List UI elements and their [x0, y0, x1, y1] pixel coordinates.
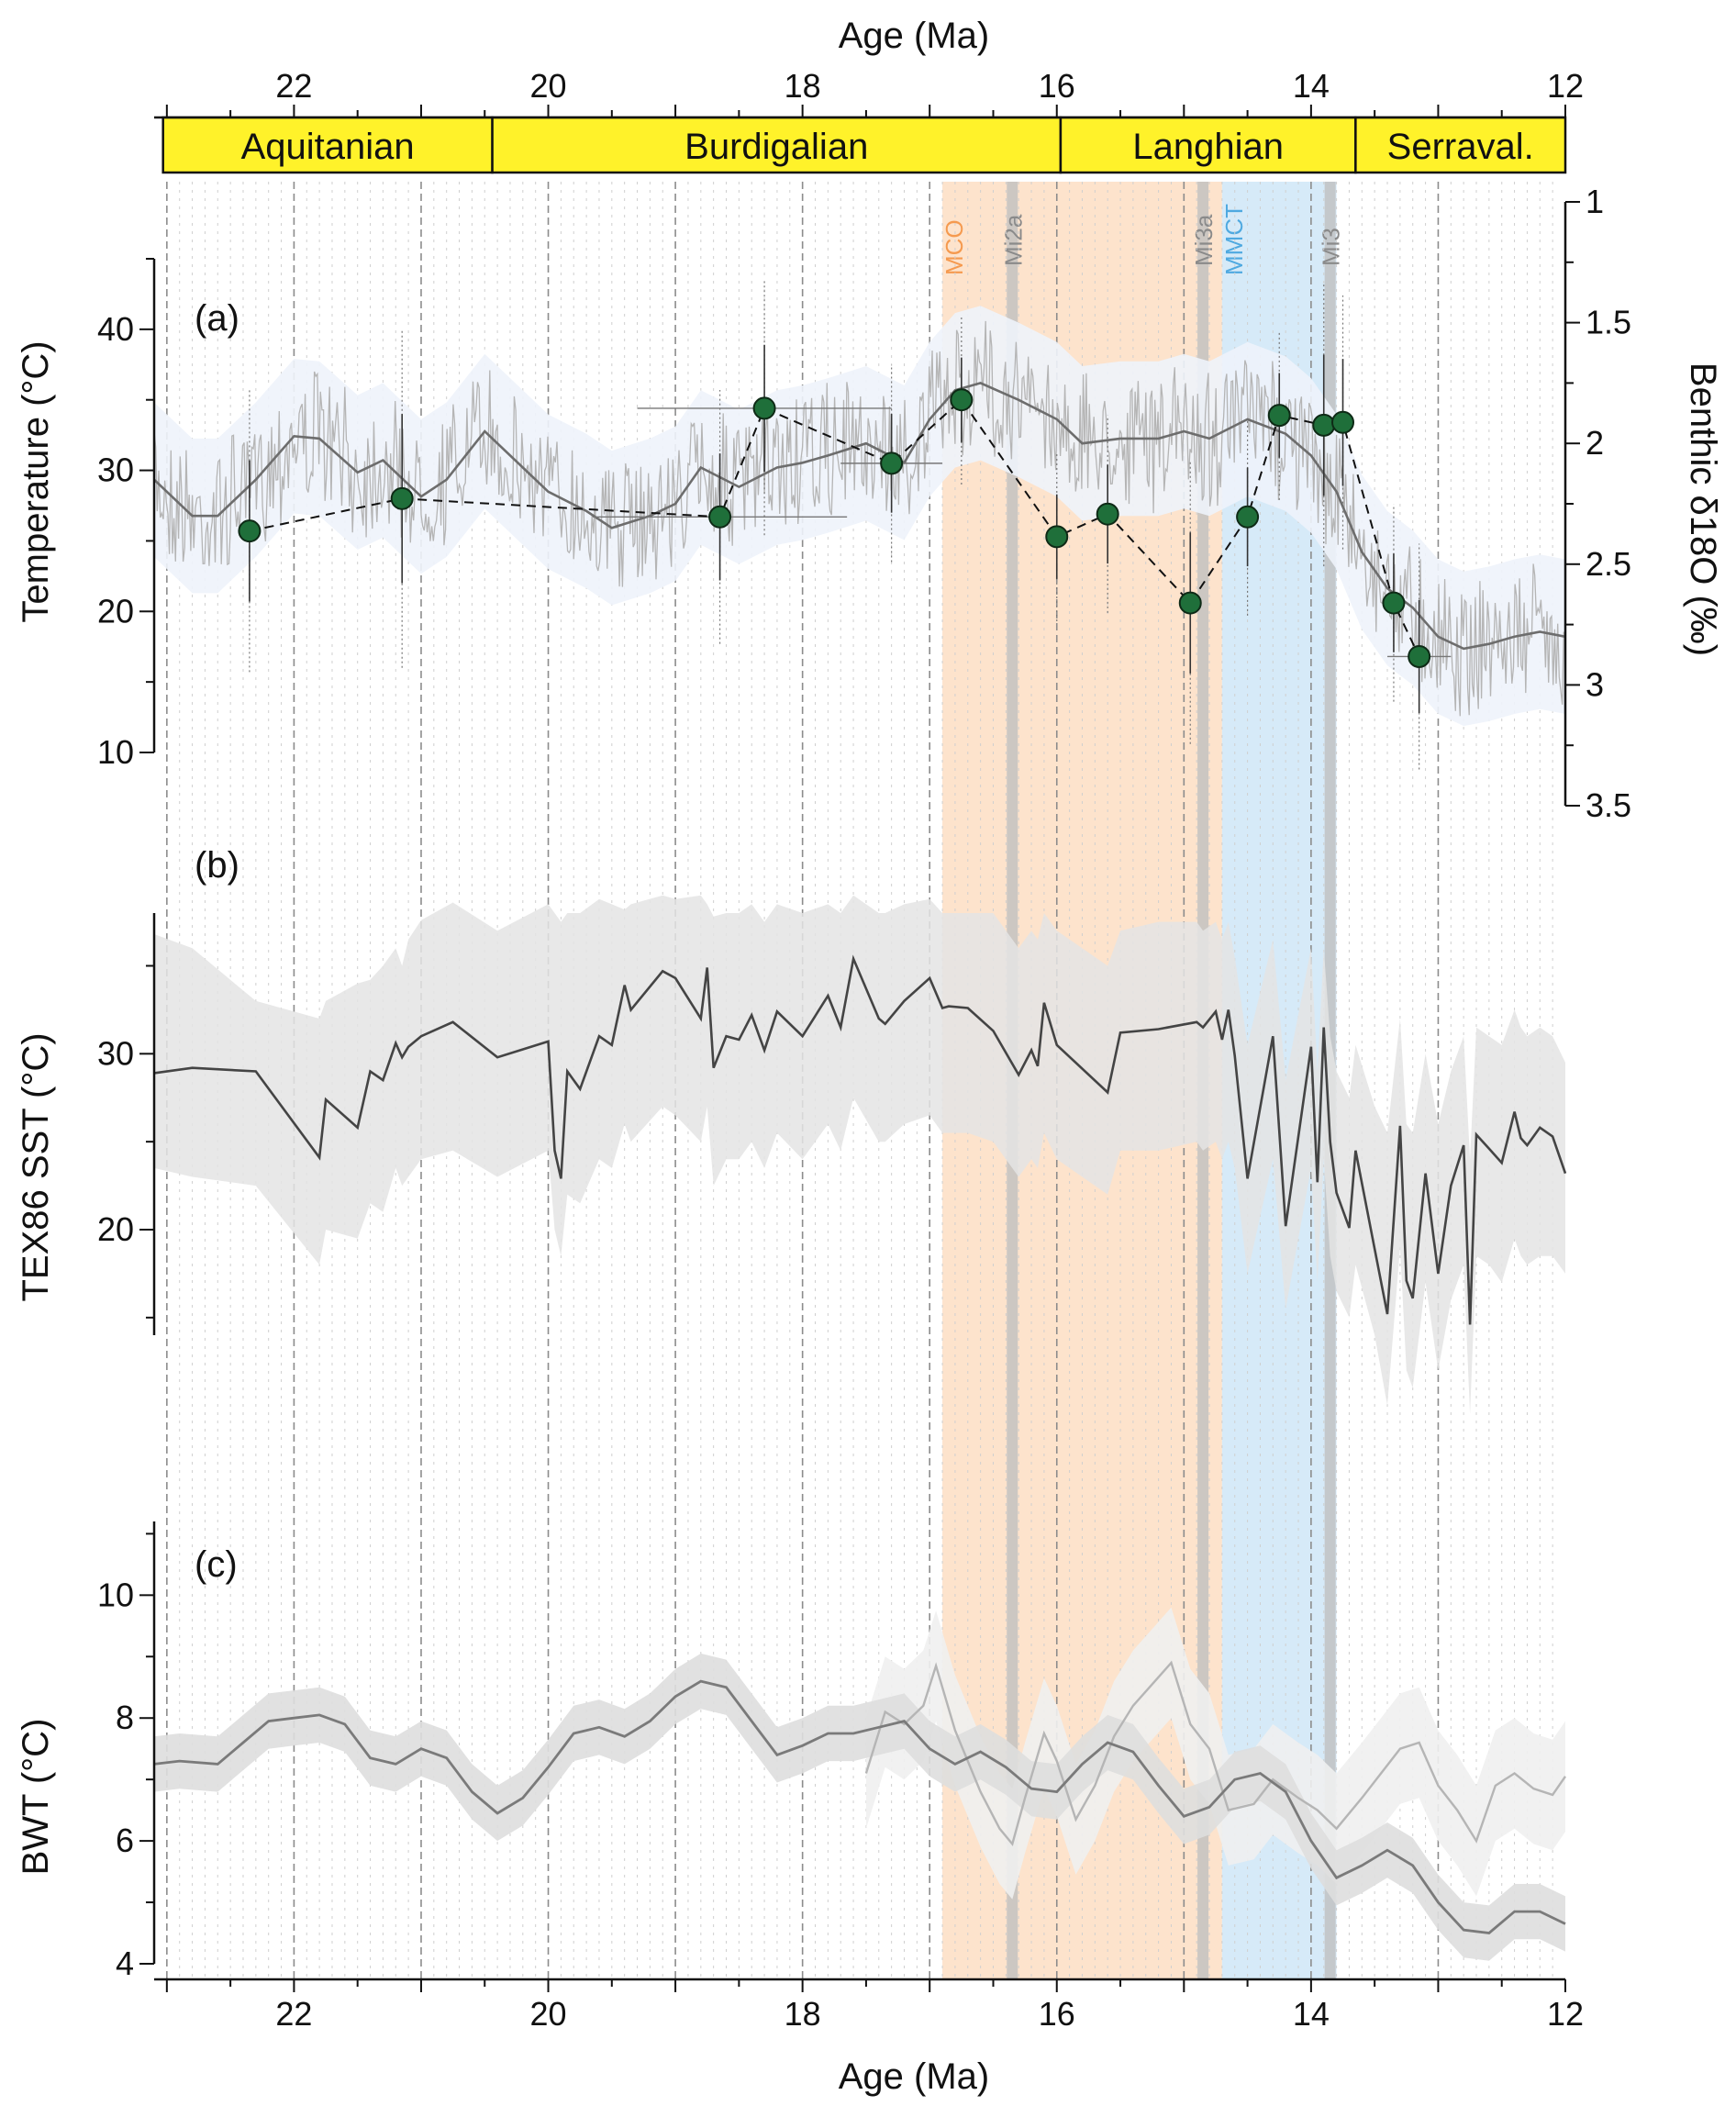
stage-box-3 [1354, 116, 1567, 174]
bottom-axis-tick-label: 20 [530, 1995, 567, 2033]
top-axis-title: Age (Ma) [839, 16, 990, 56]
panel-b-left-tick-label: 30 [97, 1034, 134, 1072]
event-label-mi3a: Mi3a [1190, 214, 1218, 266]
stage-label: Serraval. [1387, 127, 1534, 167]
tex86-point [1045, 525, 1069, 549]
axes-layer: Aquitanian Burdigalian Langhian Serraval.22… [97, 67, 1631, 2033]
tex86-point [1236, 505, 1260, 529]
top-axis-tick-label: 16 [1039, 67, 1075, 105]
bottom-axis-tick-label: 16 [1039, 1995, 1075, 2033]
tex86-point [708, 505, 732, 529]
stage-box-0 [161, 116, 494, 174]
top-axis-tick-label: 14 [1293, 67, 1330, 105]
tex86-point [1178, 591, 1202, 615]
bwt-light-line [864, 1660, 1566, 1847]
panel-b-left-tick-label: 20 [97, 1210, 134, 1248]
panel-c-ylabel: BWT (°C) [16, 1719, 56, 1876]
stage-label: Langhian [1132, 127, 1284, 167]
panel-a-right-tick-label: 3 [1586, 665, 1604, 703]
panel-c-left-tick-label: 10 [97, 1576, 134, 1613]
top-axis-tick-label: 12 [1547, 67, 1584, 105]
tex86-point [950, 388, 974, 412]
top-axis-tick-label: 20 [530, 67, 567, 105]
panel-a-ylabel: Temperature (°C) [16, 340, 56, 622]
interval-label-mmct: MMCT [1220, 204, 1248, 275]
bwt-dark-line [153, 1679, 1566, 1934]
stage-box-1 [491, 116, 1063, 174]
data-layer [153, 281, 1567, 1961]
bottom-axis-tick-label: 12 [1547, 1995, 1584, 2033]
d18o-envelope [154, 306, 1565, 727]
sst-line [153, 954, 1567, 1325]
tex86-point [752, 396, 776, 420]
panel-c-left-tick-label: 4 [116, 1944, 134, 1982]
panel-b-label: (b) [195, 845, 239, 886]
panel-a-right-tick-label: 2.5 [1586, 545, 1631, 583]
panel-c-label: (c) [195, 1544, 238, 1585]
panel-a-right-tick-label: 2 [1586, 424, 1604, 462]
panel-c-left-tick-label: 8 [116, 1699, 134, 1736]
panel-a-right-tick-label: 3.5 [1586, 786, 1631, 824]
tex86-point [1267, 404, 1291, 428]
stage-label: Aquitanian [241, 127, 415, 167]
panel-a-right-tick-label: 1 [1586, 183, 1604, 220]
top-axis-tick-label: 18 [785, 67, 821, 105]
d18o-raw-line [153, 320, 1564, 717]
stage-label: Burdigalian [684, 127, 868, 167]
panel-a-left-tick-label: 40 [97, 310, 134, 348]
bwt-light-band [865, 1607, 1565, 1900]
bwt-dark-band [154, 1653, 1565, 1961]
event-label-mi3: Mi3 [1318, 228, 1345, 266]
panel-a-label: (a) [195, 298, 239, 339]
bottom-axis-tick-label: 22 [275, 1995, 312, 2033]
panel-a-left-tick-label: 20 [97, 592, 134, 630]
tex86-point [1408, 644, 1431, 668]
tex86-point [1331, 410, 1355, 434]
event-label-mi2a: Mi2a [999, 214, 1027, 266]
panel-c-left-tick-label: 6 [116, 1822, 134, 1859]
panel-b-ylabel: TEX86 SST (°C) [16, 1032, 56, 1301]
tex86-point [1096, 502, 1119, 526]
bottom-axis-tick-label: 18 [785, 1995, 821, 2033]
bottom-axis-title: Age (Ma) [839, 2056, 990, 2097]
tex86-point [880, 451, 904, 475]
sst-uncertainty-band [154, 895, 1565, 1415]
tex86-point [238, 519, 262, 543]
bottom-axis-tick-label: 14 [1293, 1995, 1330, 2033]
tex86-point [1382, 591, 1406, 615]
tex86-point [390, 486, 414, 510]
panel-a-left-tick-label: 10 [97, 733, 134, 771]
panel-a-y2label: Benthic δ18O (‰) [1683, 362, 1723, 656]
panel-a-left-tick-label: 30 [97, 451, 134, 489]
panel-a-right-tick-label: 1.5 [1586, 304, 1631, 341]
top-axis-tick-label: 22 [275, 67, 312, 105]
interval-label-mco: MCO [940, 219, 968, 275]
tex86-point [1312, 413, 1336, 437]
